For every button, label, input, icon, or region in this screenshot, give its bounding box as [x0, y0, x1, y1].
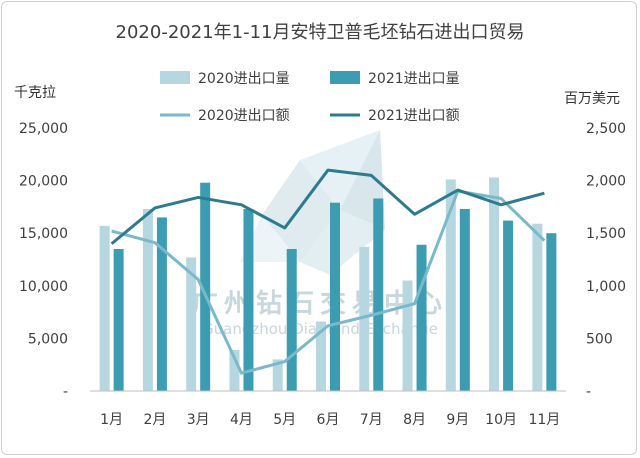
bar-2021-2	[156, 217, 167, 391]
x-tick-label: 10月	[485, 412, 517, 428]
bar-2020-1	[99, 225, 110, 391]
x-tick-label: 3月	[187, 412, 210, 428]
right-tick-label: 1,000	[586, 279, 626, 295]
bar-2020-2	[142, 209, 153, 391]
bar-2021-9	[459, 209, 470, 391]
right-tick-label: 2,000	[586, 174, 626, 190]
left-tick-label: 10,000	[19, 279, 68, 295]
x-tick-label: 2月	[143, 412, 166, 428]
chart-title: 2020-2021年1-11月安特卫普毛坯钻石进出口贸易	[116, 22, 525, 43]
x-tick-label: 7月	[360, 412, 383, 428]
lines	[110, 168, 546, 375]
bar-2020-3	[186, 257, 197, 391]
right-axis-label: 百万美元	[564, 91, 620, 107]
x-axis-tick-labels: 1月 2月 3月 4月 5月 6月 7月 8月 9月 10月 11月	[100, 412, 560, 428]
bar-2021-6	[330, 202, 340, 391]
line-2021-value	[110, 168, 545, 245]
bar-2021-11	[546, 233, 557, 391]
watermark-logo	[240, 130, 385, 275]
watermark-cn: 广州钻石交易中心	[192, 288, 448, 319]
legend-label-2021-volume: 2021进出口量	[368, 71, 460, 87]
x-tick-label: 1月	[100, 412, 123, 428]
right-tick-label: 1,500	[586, 226, 626, 242]
right-tick-label: -	[586, 384, 591, 400]
bar-2020-4	[229, 349, 240, 391]
bar-2020-9	[445, 179, 456, 391]
left-axis-label: 千克拉	[14, 85, 56, 101]
x-tick-label: 6月	[317, 412, 340, 428]
legend-label-2021-value: 2021进出口额	[368, 108, 460, 124]
legend-label-2020-volume: 2020进出口量	[198, 71, 290, 87]
bars	[99, 177, 557, 391]
right-axis-ticks: - 500 1,000 1,500 2,000 2,500	[586, 121, 626, 400]
left-tick-label: 5,000	[28, 331, 68, 347]
x-tick-label: 11月	[528, 412, 560, 428]
x-tick-label: 9月	[446, 412, 469, 428]
bar-2020-11	[532, 223, 543, 391]
x-tick-label: 4月	[230, 412, 253, 428]
x-tick-label: 5月	[273, 412, 296, 428]
left-tick-label: 25,000	[19, 121, 68, 137]
legend-label-2020-value: 2020进出口额	[198, 108, 290, 124]
bar-2021-5	[286, 248, 297, 391]
bar-2020-7	[359, 246, 370, 391]
left-tick-label: 20,000	[19, 174, 68, 190]
left-axis-ticks: - 5,000 10,000 15,000 20,000 25,000	[19, 121, 68, 400]
left-tick-label: -	[63, 384, 68, 400]
left-tick-label: 15,000	[19, 226, 68, 242]
legend-swatch-2021-volume	[330, 71, 360, 84]
bar-2021-8	[416, 244, 427, 391]
right-tick-label: 500	[586, 331, 613, 347]
legend-swatch-2020-volume	[160, 71, 190, 84]
x-tick-label: 8月	[403, 412, 426, 428]
bar-2020-8	[402, 280, 413, 391]
bar-2021-1	[113, 248, 124, 391]
bar-2020-10	[489, 177, 500, 391]
bar-2020-5	[272, 359, 283, 391]
bar-2021-4	[243, 209, 254, 391]
right-tick-label: 2,500	[586, 121, 626, 137]
bar-2021-3	[200, 182, 211, 391]
bar-2021-7	[373, 198, 384, 391]
bar-2021-10	[503, 220, 514, 391]
bar-2020-6	[316, 321, 326, 391]
legend: 2020进出口量 2021进出口量 2020进出口额 2021进出口额	[160, 71, 460, 124]
